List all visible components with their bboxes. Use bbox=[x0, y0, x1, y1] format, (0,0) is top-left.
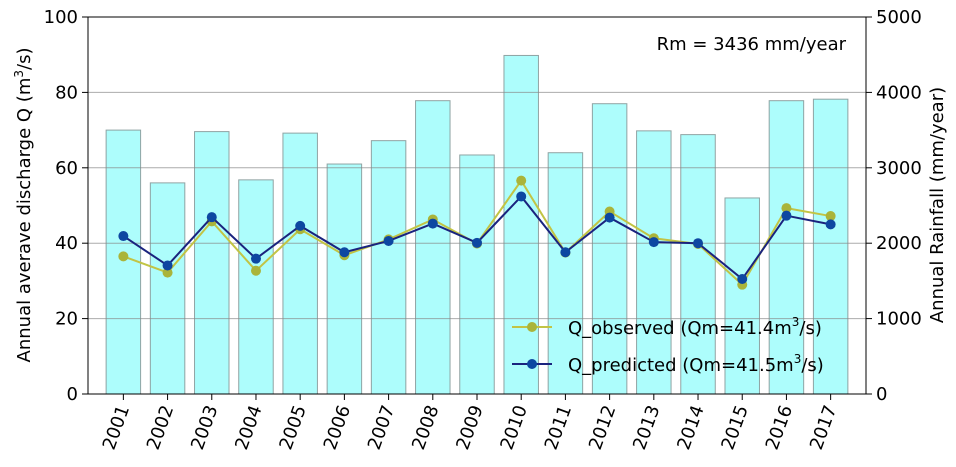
q_predicted-point-2012 bbox=[604, 212, 615, 223]
rainfall-bar-2008 bbox=[415, 100, 451, 395]
legend-observed-text: Q_observed (Qm=41.4m3/s) bbox=[568, 315, 822, 339]
rm-annotation: Rm = 3436 mm/year bbox=[657, 34, 847, 55]
left-tick-label-0: 0 bbox=[67, 384, 78, 405]
q_predicted-point-2005 bbox=[295, 220, 306, 231]
left-tick-label-20: 20 bbox=[55, 309, 78, 330]
left-tick-label-80: 80 bbox=[55, 82, 78, 103]
q_predicted-point-2006 bbox=[339, 247, 350, 258]
q_observed-point-2016 bbox=[781, 203, 792, 214]
q_predicted-point-2007 bbox=[383, 235, 394, 246]
x-tick-label-2015: 2015 bbox=[718, 403, 753, 453]
legend-observed-marker bbox=[527, 322, 537, 332]
x-tick-label-2003: 2003 bbox=[187, 403, 222, 453]
q_predicted-point-2004 bbox=[250, 253, 261, 264]
q_predicted-point-2003 bbox=[206, 212, 217, 223]
q_predicted-point-2010 bbox=[516, 191, 527, 202]
rainfall-bar-2016 bbox=[768, 100, 805, 395]
right-tick-label-2000: 2000 bbox=[876, 233, 922, 254]
x-tick-label-2013: 2013 bbox=[629, 403, 664, 453]
q_observed-point-2001 bbox=[118, 251, 129, 262]
rainfall-bar-2010 bbox=[503, 54, 539, 395]
rainfall-bar-2006 bbox=[326, 163, 363, 395]
rainfall-bar-2017 bbox=[812, 98, 849, 395]
q_observed-point-2017 bbox=[825, 211, 836, 222]
x-tick-label-2016: 2016 bbox=[762, 403, 797, 453]
q_observed-point-2002 bbox=[162, 267, 173, 278]
rainfall-bar-2004 bbox=[238, 179, 274, 395]
right-tick-label-1000: 1000 bbox=[876, 309, 922, 330]
x-tick-label-2011: 2011 bbox=[541, 403, 576, 453]
rainfall-bar-2007 bbox=[370, 140, 407, 395]
left-tick-label-60: 60 bbox=[55, 158, 78, 179]
right-tick-label-4000: 4000 bbox=[876, 82, 922, 103]
x-tick-label-2004: 2004 bbox=[231, 403, 266, 453]
legend: Q_observed (Qm=41.4m3/s) Q_predicted (Qm… bbox=[512, 315, 824, 376]
rainfall-bar-2013 bbox=[636, 130, 672, 395]
rainfall-bar-2005 bbox=[282, 132, 318, 395]
rainfall-bar-2015 bbox=[724, 197, 760, 395]
q_predicted-point-2014 bbox=[693, 238, 704, 249]
x-tick-label-2006: 2006 bbox=[320, 403, 355, 453]
discharge-lines bbox=[118, 175, 836, 290]
x-tick-label-2009: 2009 bbox=[452, 403, 487, 453]
q_predicted-point-2001 bbox=[118, 231, 129, 242]
q_predicted-point-2016 bbox=[781, 210, 792, 221]
right-tick-label-3000: 3000 bbox=[876, 158, 922, 179]
right-tick-label-0: 0 bbox=[876, 384, 887, 405]
x-tick-label-2010: 2010 bbox=[497, 403, 532, 453]
rainfall-bar-2003 bbox=[194, 131, 230, 395]
x-tick-label-2002: 2002 bbox=[143, 403, 178, 453]
x-tick-label-2005: 2005 bbox=[275, 403, 310, 453]
right-axis-label: Annual Rainfall (mm/year) bbox=[927, 87, 948, 323]
rainfall-bar-2012 bbox=[591, 103, 628, 395]
rainfall-bar-2009 bbox=[459, 154, 495, 395]
q_predicted-point-2009 bbox=[472, 237, 482, 248]
x-tick-label-2012: 2012 bbox=[585, 403, 620, 453]
x-tick-label-2017: 2017 bbox=[806, 403, 841, 453]
legend-predicted-marker bbox=[527, 359, 537, 369]
left-tick-label-40: 40 bbox=[55, 233, 78, 254]
rainfall-bar-2001 bbox=[105, 129, 142, 395]
legend-predicted-text: Q_predicted (Qm=41.5m3/s) bbox=[568, 352, 824, 376]
x-tick-label-2001: 2001 bbox=[99, 403, 134, 453]
q_predicted-point-2017 bbox=[825, 219, 836, 230]
rainfall-bar-2014 bbox=[680, 134, 716, 395]
x-tick-label-2014: 2014 bbox=[673, 403, 708, 453]
rainfall-bar-2002 bbox=[149, 182, 186, 395]
q_predicted-point-2002 bbox=[162, 260, 173, 271]
x-tick-label-2008: 2008 bbox=[408, 403, 443, 453]
q_observed-point-2010 bbox=[516, 175, 527, 186]
q_predicted-point-2015 bbox=[737, 274, 748, 285]
q_observed-point-2004 bbox=[250, 265, 261, 276]
x-tick-label-2007: 2007 bbox=[364, 403, 399, 453]
rainfall-bars bbox=[105, 54, 849, 395]
right-tick-label-5000: 5000 bbox=[876, 7, 922, 28]
q_predicted-point-2011 bbox=[560, 247, 571, 258]
q_predicted-point-2013 bbox=[648, 237, 659, 248]
q_predicted-point-2008 bbox=[427, 218, 438, 229]
rainfall-bar-2011 bbox=[547, 152, 584, 395]
left-tick-label-100: 100 bbox=[44, 7, 78, 28]
left-axis-label: Annual averave discharge Q (m3/s) bbox=[12, 48, 35, 363]
